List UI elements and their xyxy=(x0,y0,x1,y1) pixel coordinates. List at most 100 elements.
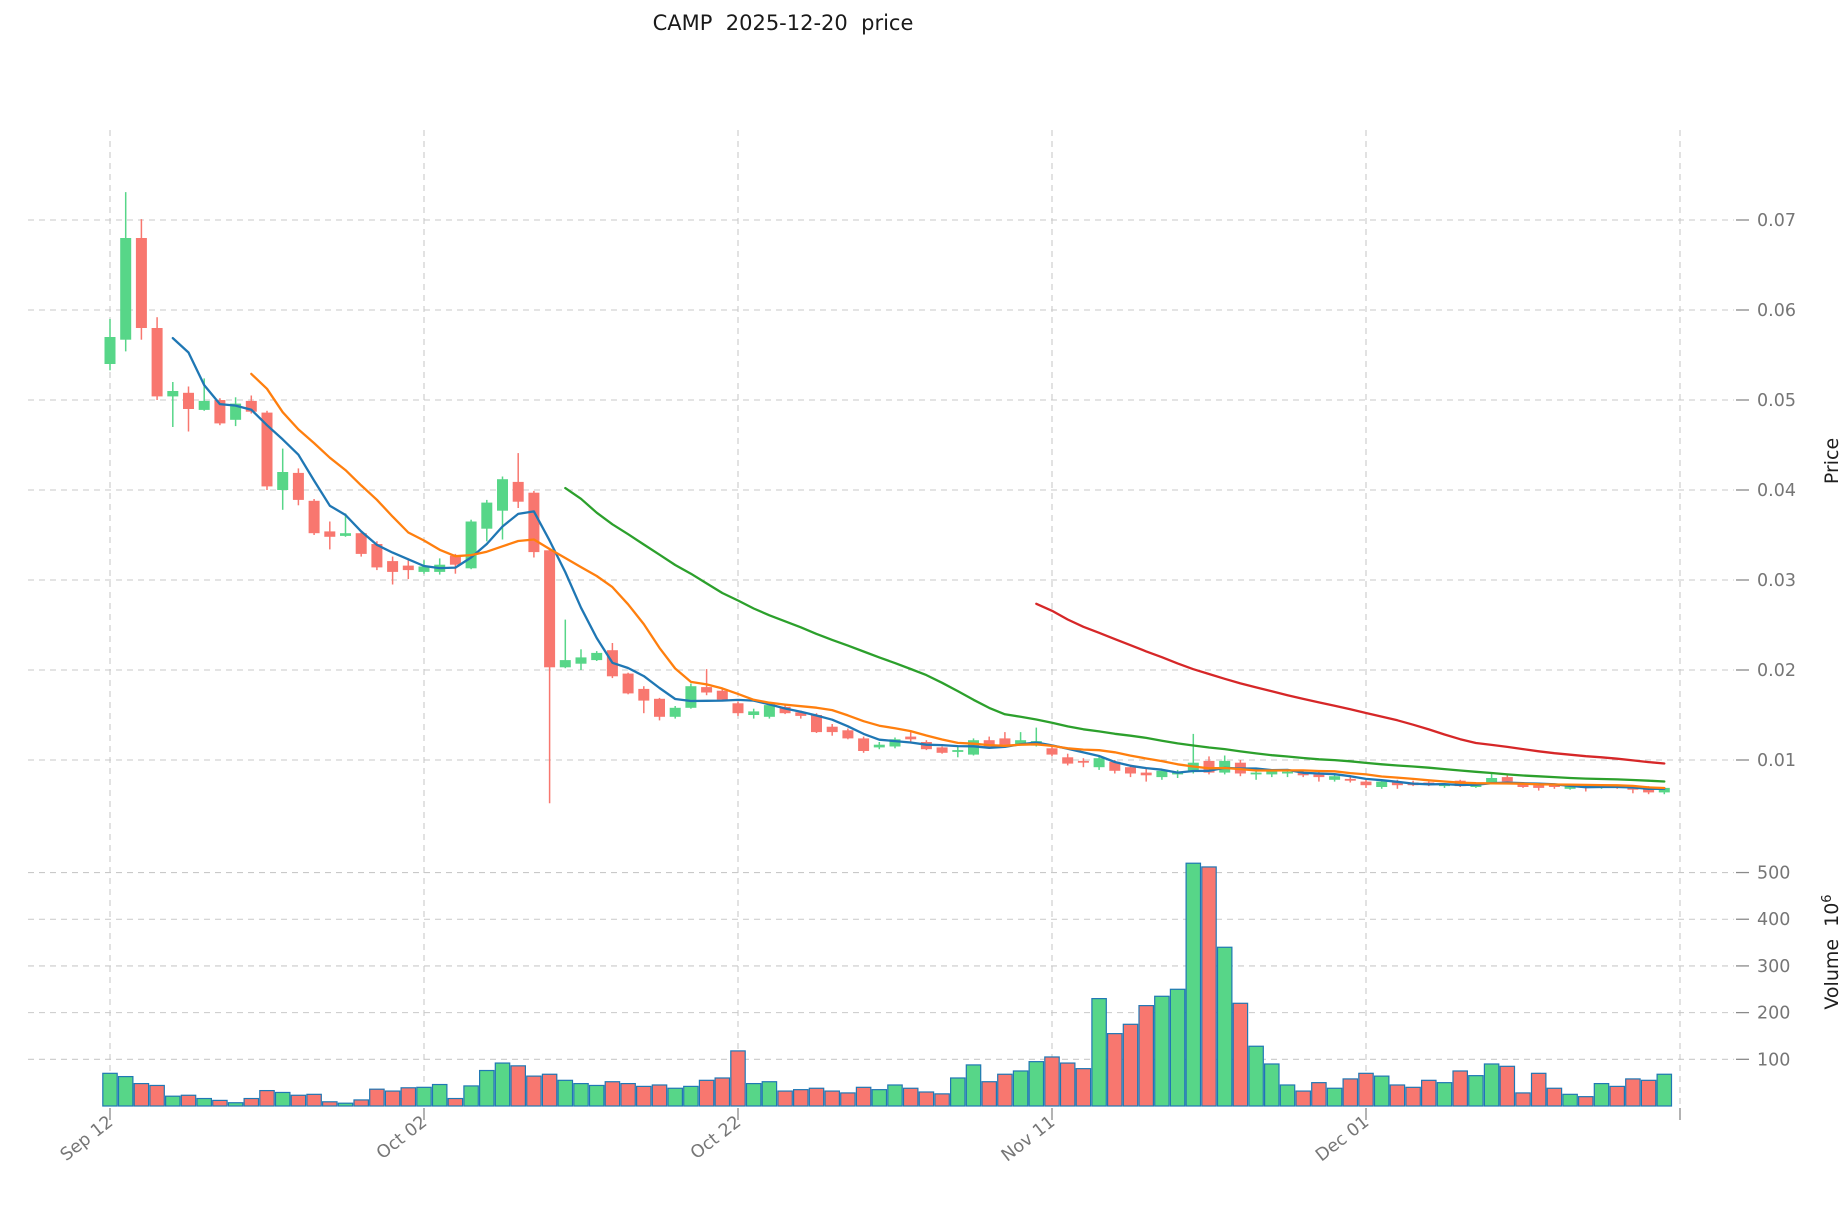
volume-bar xyxy=(1154,995,1170,1107)
candle xyxy=(497,476,508,540)
candle-body xyxy=(779,706,791,714)
candle-body xyxy=(1564,786,1576,789)
candle xyxy=(1140,768,1152,782)
volume-bar xyxy=(1609,1085,1625,1107)
volume-bar xyxy=(1044,1056,1060,1107)
candle xyxy=(214,398,226,426)
ma-line-60 xyxy=(1035,602,1666,765)
candle-body xyxy=(1282,771,1293,774)
candle xyxy=(842,728,854,740)
candle-body xyxy=(1643,787,1655,793)
candle-body xyxy=(873,744,885,748)
candle xyxy=(936,746,948,754)
price-tick-label: 0.01 xyxy=(1757,751,1796,771)
date-tick-label: Oct 22 xyxy=(687,1112,745,1164)
candle-body xyxy=(1391,781,1403,786)
candle-body xyxy=(654,698,665,717)
candle xyxy=(544,549,556,804)
volume-bar xyxy=(1028,1061,1045,1107)
date-tick-label: Nov 11 xyxy=(998,1112,1059,1166)
candle-body xyxy=(811,715,822,733)
price-tick-label: 0.06 xyxy=(1757,301,1796,321)
candle xyxy=(575,649,587,670)
candle xyxy=(340,513,351,537)
volume-bar xyxy=(635,1085,652,1107)
candle-body xyxy=(214,400,226,424)
volume-bar xyxy=(1201,866,1217,1107)
volume-bar xyxy=(243,1097,260,1107)
candle-body xyxy=(905,736,917,740)
volume-bar xyxy=(541,1073,558,1107)
candle-body xyxy=(418,566,430,572)
candle xyxy=(763,703,775,719)
candle-body xyxy=(1250,772,1262,775)
volume-bar xyxy=(698,1079,715,1107)
volume-bar xyxy=(1593,1082,1610,1107)
volume-bar xyxy=(808,1087,825,1107)
gridlines xyxy=(28,130,1734,1106)
candle xyxy=(1486,773,1498,784)
candle-body xyxy=(1266,770,1278,775)
ma-line-10 xyxy=(250,372,1666,790)
volume-bar xyxy=(730,1050,746,1107)
candle xyxy=(183,386,194,432)
candle-body xyxy=(481,502,493,529)
date-tick-label: Dec 01 xyxy=(1312,1112,1373,1166)
volume-bar xyxy=(1185,862,1202,1107)
candle xyxy=(308,499,320,535)
candle-body xyxy=(245,400,257,412)
volume-bar xyxy=(180,1094,197,1107)
candle-body xyxy=(575,657,587,664)
volume-bar xyxy=(447,1097,464,1107)
moving-average-lines xyxy=(171,336,1666,790)
candle-body xyxy=(591,652,603,661)
volume-bar xyxy=(353,1099,369,1107)
price-tick-label: 0.03 xyxy=(1757,571,1796,591)
volume-bar xyxy=(117,1075,134,1107)
candle-body xyxy=(622,673,634,694)
volume-bar xyxy=(1530,1072,1547,1107)
candle-body xyxy=(402,565,414,571)
candle-body xyxy=(465,521,477,569)
candle-body xyxy=(1360,781,1372,786)
candle-body xyxy=(858,738,870,751)
candle-body xyxy=(1329,776,1341,780)
price-tick-label: 0.07 xyxy=(1757,211,1796,231)
volume-bar xyxy=(1106,1033,1123,1107)
candle-body xyxy=(685,686,697,708)
volume-tick-label: 500 xyxy=(1757,864,1790,884)
candle-body xyxy=(952,750,964,752)
volume-bar xyxy=(1546,1087,1563,1107)
candle-body xyxy=(277,472,289,490)
candle xyxy=(355,532,367,557)
candle xyxy=(952,746,964,758)
candle-body xyxy=(1501,777,1513,782)
volume-bar xyxy=(871,1089,888,1107)
candle xyxy=(481,499,493,542)
volume-bar xyxy=(259,1089,275,1107)
volume-bar xyxy=(902,1087,919,1107)
volume-bar xyxy=(1232,1002,1249,1107)
volume-bar xyxy=(431,1083,448,1107)
candle-body xyxy=(355,533,367,554)
candle xyxy=(1077,758,1089,768)
volume-bar xyxy=(761,1081,778,1107)
candle xyxy=(292,468,304,506)
volume-bar xyxy=(1295,1090,1311,1107)
candle xyxy=(324,521,336,550)
axis-ticks-and-labels: 0.07 0.06 0.05 0.04 0.03 0.02 0.01 500 400 300 200… xyxy=(57,211,1796,1166)
volume-bar xyxy=(1075,1068,1092,1107)
volume-bar xyxy=(949,1077,966,1107)
candle xyxy=(685,683,697,709)
volume-bar xyxy=(1389,1084,1406,1107)
volume-bar xyxy=(400,1087,417,1107)
candle xyxy=(559,619,571,669)
candle-body xyxy=(292,472,304,500)
candle xyxy=(465,519,477,570)
candle-body xyxy=(795,712,807,716)
candle-body xyxy=(669,707,681,717)
volume-bar xyxy=(526,1075,542,1107)
candle xyxy=(748,708,760,719)
candle xyxy=(873,742,885,750)
